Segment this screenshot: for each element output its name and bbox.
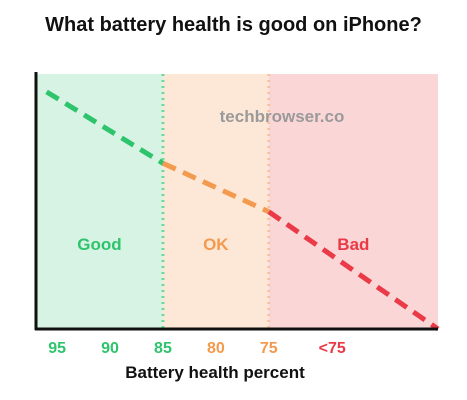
x-tick-label: 85 [154,340,172,357]
zone-label-bad: Bad [337,235,369,254]
x-tick-label: 75 [260,340,278,357]
zone-good-band [36,74,163,329]
line-segment-bad [267,209,440,332]
line-segment-ok [161,160,270,214]
line-layer [45,89,440,332]
zone-bad-band [268,74,438,329]
watermark-text: techbrowser.co [220,107,345,126]
zone-label-good: Good [77,235,121,254]
zone-label-ok: OK [203,235,229,254]
line-segment-good [45,89,165,166]
x-tick-label: <75 [319,340,346,357]
x-tick-label: 90 [101,340,119,357]
tick-labels-layer: 95 90 85 80 75 <75 [48,340,346,357]
axes-layer [34,72,438,331]
x-tick-label: 95 [48,340,66,357]
zones-layer [36,74,438,329]
chart-title: What battery health is good on iPhone? [45,14,422,36]
zone-labels-layer: Good OK Bad [77,235,369,254]
x-tick-label: 80 [207,340,225,357]
boundaries-layer [161,74,271,329]
x-axis-title: Battery health percent [125,363,305,382]
